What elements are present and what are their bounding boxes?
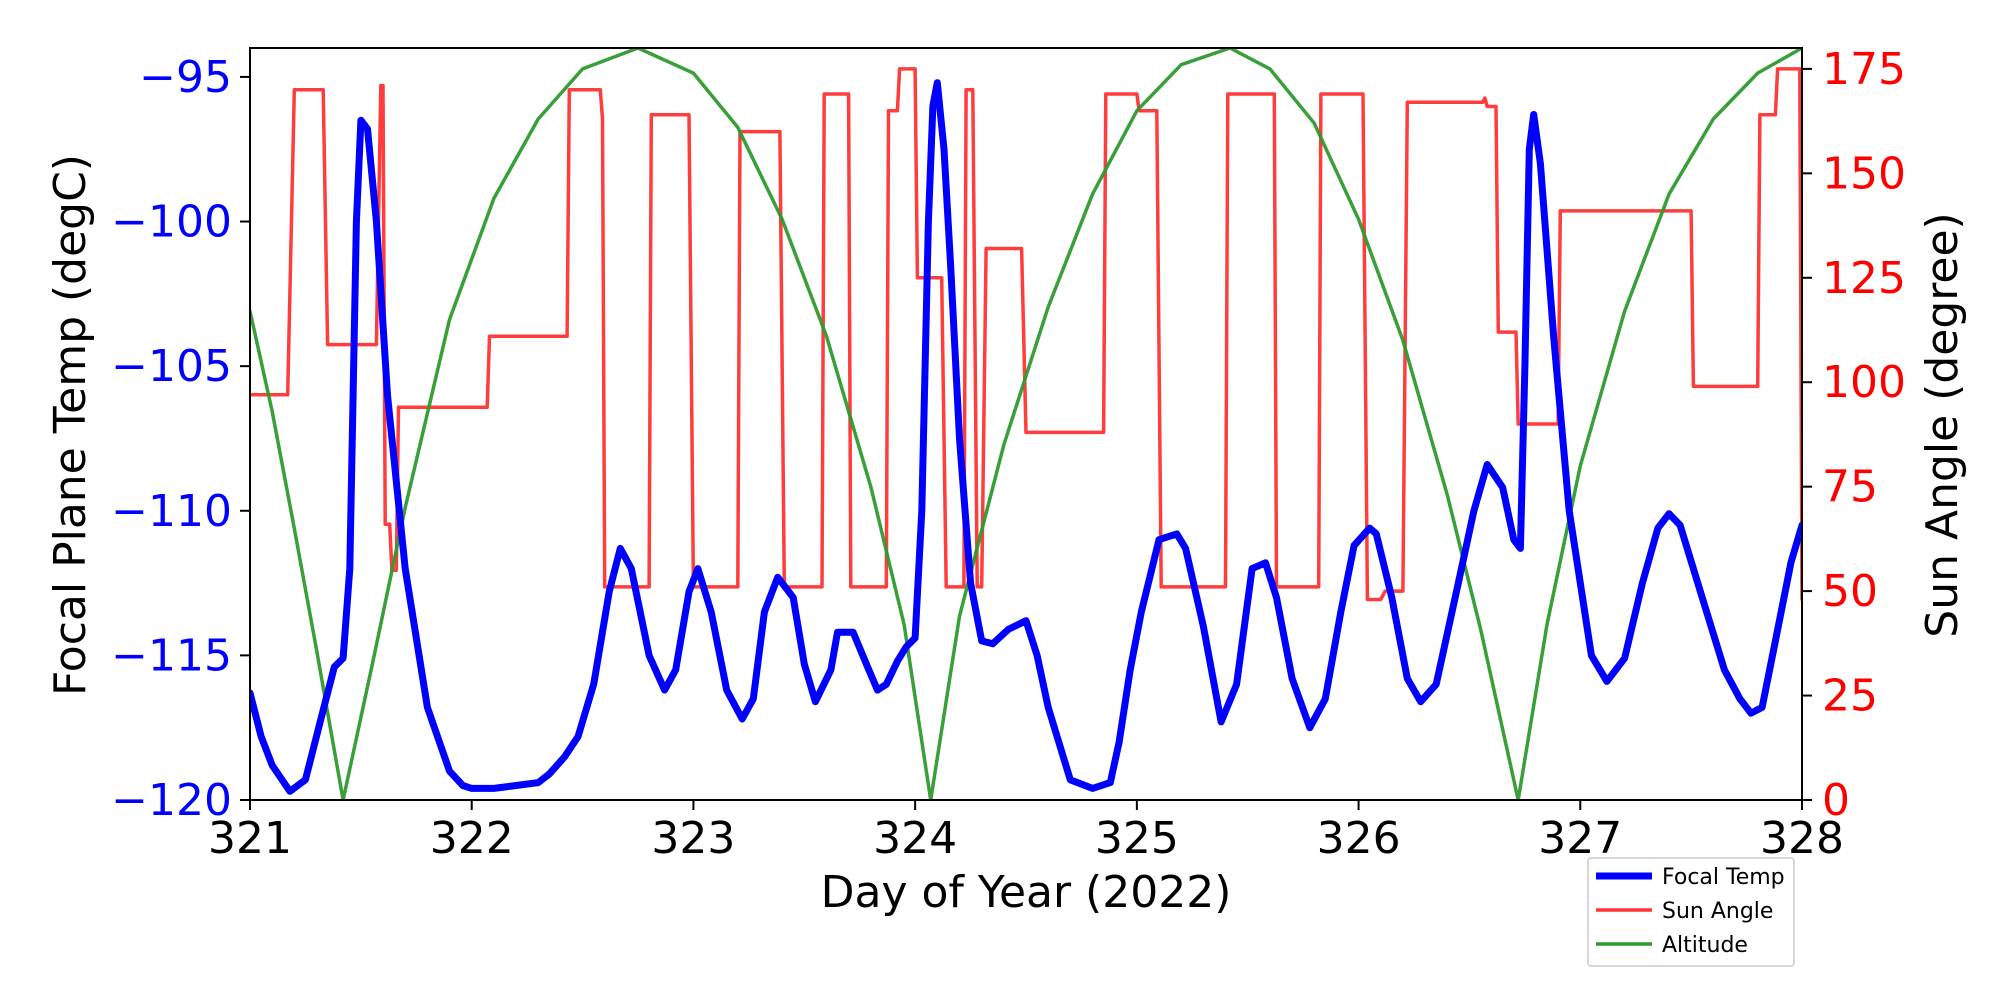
series-line-focal-temp bbox=[250, 79, 1802, 795]
x-tick-label: 325 bbox=[1095, 813, 1179, 864]
legend-label-focal-temp: Focal Temp bbox=[1662, 865, 1785, 890]
plot-frame bbox=[249, 47, 1803, 801]
y-left-tick-label: −110 bbox=[111, 486, 232, 537]
y-axis-right: 0 25 50 75 100 125 150 175 bbox=[1802, 44, 1906, 826]
y-left-tick-label: −105 bbox=[111, 341, 232, 392]
y-right-tick-label: 100 bbox=[1822, 357, 1906, 408]
y-right-tick-label: 125 bbox=[1822, 253, 1906, 304]
legend-box bbox=[1587, 857, 1795, 967]
y-right-tick-label: 150 bbox=[1822, 148, 1906, 199]
x-tick-label: 326 bbox=[1317, 813, 1401, 864]
y-right-tick-label: 75 bbox=[1822, 462, 1878, 513]
y-left-tick-label: −100 bbox=[111, 197, 232, 248]
y-left-tick-label: −115 bbox=[111, 630, 232, 681]
y-axis-left-title: Focal Plane Temp (degC) bbox=[45, 154, 96, 696]
x-tick-label: 327 bbox=[1538, 813, 1622, 864]
x-tick-label: 322 bbox=[430, 813, 514, 864]
y-right-tick-label: 25 bbox=[1822, 671, 1878, 722]
y-left-tick-label: −95 bbox=[139, 52, 232, 103]
x-axis: 321 322 323 324 325 326 327 328 bbox=[208, 800, 1844, 864]
x-tick-label: 321 bbox=[208, 813, 292, 864]
legend-label-sun-angle: Sun Angle bbox=[1662, 899, 1773, 924]
series-layer bbox=[250, 48, 1802, 800]
y-axis-left: −95 −100 −105 −110 −115 −120 bbox=[111, 52, 250, 826]
x-tick-label: 324 bbox=[873, 813, 957, 864]
series-line-altitude bbox=[250, 48, 1802, 800]
y-right-tick-label: 50 bbox=[1822, 566, 1878, 617]
legend: Focal Temp Sun Angle Altitude bbox=[1587, 857, 1795, 967]
y-left-tick-label: −120 bbox=[111, 775, 232, 826]
y-right-tick-label: 0 bbox=[1822, 775, 1850, 826]
series-line-sun-angle bbox=[250, 67, 1802, 602]
x-axis-title: Day of Year (2022) bbox=[821, 867, 1232, 918]
x-tick-label: 328 bbox=[1760, 813, 1844, 864]
x-tick-label: 323 bbox=[651, 813, 735, 864]
y-right-tick-label: 175 bbox=[1822, 44, 1906, 95]
y-axis-right-title: Sun Angle (degree) bbox=[1917, 212, 1968, 637]
legend-label-altitude: Altitude bbox=[1662, 933, 1748, 958]
